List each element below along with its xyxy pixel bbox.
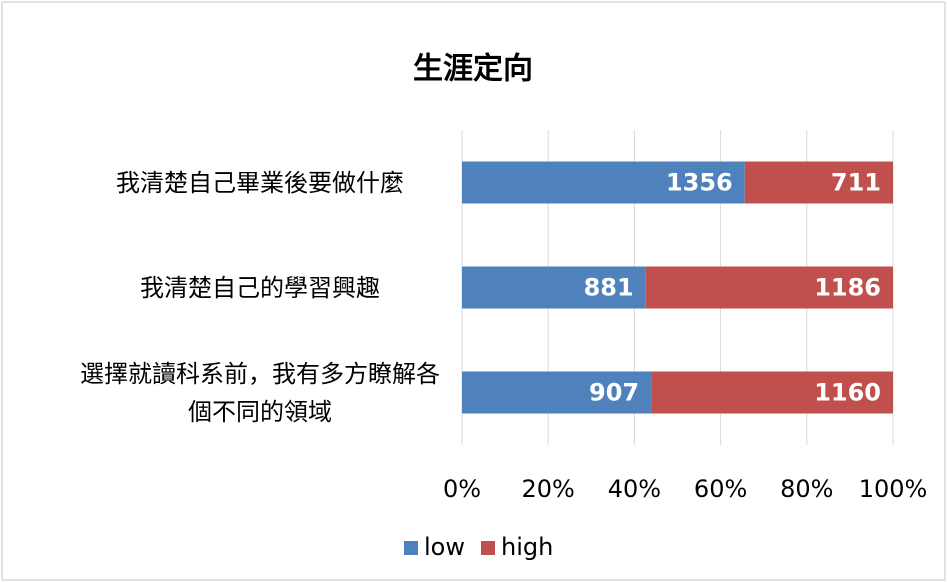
bar-segment xyxy=(462,161,745,204)
y-tick-label: 我清楚自己畢業後要做什麼 xyxy=(116,168,404,197)
x-tick-label: 20% xyxy=(522,475,575,503)
chart-title: 生涯定向 xyxy=(413,52,533,87)
x-tick-label: 0% xyxy=(443,475,481,503)
legend-label: high xyxy=(501,533,553,561)
x-tick-label: 40% xyxy=(608,475,661,503)
y-tick-label: 我清楚自己的學習興趣 xyxy=(140,273,380,302)
data-label: 1356 xyxy=(666,169,733,197)
x-tick-label: 60% xyxy=(694,475,747,503)
x-tick-label: 80% xyxy=(780,475,833,503)
bar-segment xyxy=(645,266,893,309)
bar-segment xyxy=(651,371,893,414)
legend-swatch xyxy=(480,541,495,555)
bar-segment xyxy=(462,266,646,309)
legend-label: low xyxy=(424,533,465,561)
y-tick-label: 選擇就讀科系前，我有多方瞭解各個不同的領域 xyxy=(80,359,440,426)
bar-segment xyxy=(744,161,893,204)
bar-segment xyxy=(462,371,652,414)
data-label: 1160 xyxy=(814,379,881,407)
data-label: 711 xyxy=(831,169,881,197)
x-tick-label: 100% xyxy=(859,475,928,503)
data-label: 881 xyxy=(584,274,634,302)
data-label: 1186 xyxy=(814,274,881,302)
legend-swatch xyxy=(404,541,418,555)
data-label: 907 xyxy=(589,379,639,407)
